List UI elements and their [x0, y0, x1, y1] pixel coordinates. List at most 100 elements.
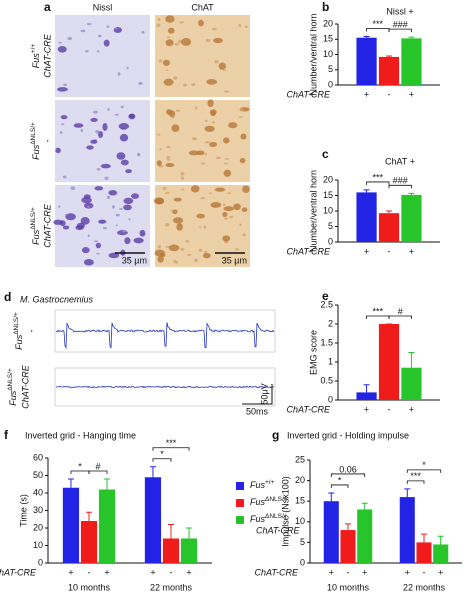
cell — [157, 255, 164, 263]
legend-sup: ΔNLS/+ — [265, 496, 288, 503]
cell — [196, 213, 205, 219]
error-bar — [361, 502, 368, 510]
y-tick-label: 30 — [33, 505, 43, 515]
cell — [229, 215, 234, 219]
cell — [81, 196, 92, 204]
cell — [90, 117, 98, 123]
y-tick-label: 15 — [295, 496, 305, 506]
chart-title: Inverted grid - Hanging time — [25, 430, 136, 440]
muscle-label: M. Gastrocnemius — [20, 294, 94, 304]
significance-label: * — [78, 461, 82, 471]
bar — [401, 38, 422, 85]
x-tick-label: + — [409, 404, 414, 414]
cell — [223, 206, 234, 212]
cell — [64, 213, 68, 216]
cell — [124, 237, 131, 245]
panel-letter: d — [4, 290, 11, 304]
significance-bracket — [330, 484, 349, 488]
cell — [107, 108, 110, 111]
error-bar — [386, 55, 392, 57]
cell — [114, 27, 118, 30]
cell — [62, 225, 70, 230]
cell — [156, 133, 161, 136]
x-tick-label: + — [186, 567, 191, 577]
cell — [167, 27, 175, 34]
cell — [224, 90, 229, 93]
cell — [159, 148, 162, 151]
panel-letter: f — [4, 428, 9, 442]
trace-frame — [54, 309, 276, 353]
x-tick-label: - — [423, 567, 426, 577]
error-bar — [86, 511, 92, 521]
y-tick-label: 25 — [295, 454, 305, 464]
scale-bar-label: 35 µm — [222, 255, 247, 265]
cell — [198, 248, 203, 253]
cell — [59, 131, 63, 135]
legend-label: Fus+/+ — [250, 479, 275, 491]
cell — [162, 59, 170, 66]
bar — [356, 392, 377, 400]
cell — [80, 29, 86, 33]
cell — [120, 159, 129, 166]
cell — [106, 25, 110, 29]
x-tick-label: - — [388, 246, 391, 256]
cell — [94, 240, 99, 243]
y-tick-label: 10 — [33, 540, 43, 550]
cell — [240, 133, 247, 140]
cell — [222, 69, 227, 72]
y-tick-label: 10 — [323, 205, 333, 215]
chart-title: ChAT + — [385, 156, 415, 166]
y-tick-label: 0 — [300, 557, 305, 567]
x-axis-label: ChAT-CRE — [286, 89, 331, 99]
error-bar — [104, 478, 111, 490]
cell — [223, 162, 228, 165]
x-tick-label: + — [364, 89, 369, 99]
y-tick-label: 0 — [328, 79, 333, 89]
x-tick-label: + — [405, 567, 410, 577]
cell — [57, 87, 68, 92]
bar — [62, 487, 80, 563]
cell — [204, 125, 215, 132]
bar — [180, 538, 198, 563]
bar — [323, 501, 339, 563]
cell — [238, 116, 243, 118]
error-bar — [408, 36, 415, 39]
cell — [222, 211, 228, 217]
cell — [213, 37, 223, 44]
cell — [194, 258, 198, 263]
cell — [165, 245, 170, 248]
y-tick-label: 0 — [328, 394, 333, 404]
cell — [165, 163, 175, 168]
bar — [356, 37, 377, 85]
x-tick-label: + — [409, 89, 414, 99]
cell — [114, 113, 119, 116]
cell — [122, 230, 128, 233]
column-header: Nissl — [93, 2, 113, 12]
row-genotype: FusΔNLS/+ — [13, 312, 25, 350]
y-tick-label: 10 — [323, 49, 333, 59]
x-tick-label: - — [388, 89, 391, 99]
cell — [205, 141, 210, 144]
cell — [224, 217, 228, 220]
cell — [159, 252, 166, 258]
significance-bracket — [406, 469, 442, 473]
significance-bracket — [388, 315, 412, 319]
cell — [58, 41, 62, 44]
cell — [86, 23, 92, 26]
group-label: 10 months — [68, 582, 111, 592]
chart-title: Inverted grid - Holding impulse — [287, 430, 409, 440]
gene: Fus — [14, 334, 24, 350]
cell — [202, 252, 211, 259]
cell — [112, 205, 115, 209]
cell — [156, 23, 161, 28]
y-tick-label: 20 — [323, 174, 333, 184]
panel-letter: e — [322, 289, 329, 303]
bar — [399, 497, 415, 563]
panel-letter: b — [322, 0, 329, 14]
legend-swatch — [236, 516, 244, 524]
allele: ΔNLS/+ — [13, 312, 20, 335]
bar — [80, 521, 98, 563]
panel-letter: c — [322, 147, 329, 161]
y-tick-label: 40 — [33, 487, 43, 497]
